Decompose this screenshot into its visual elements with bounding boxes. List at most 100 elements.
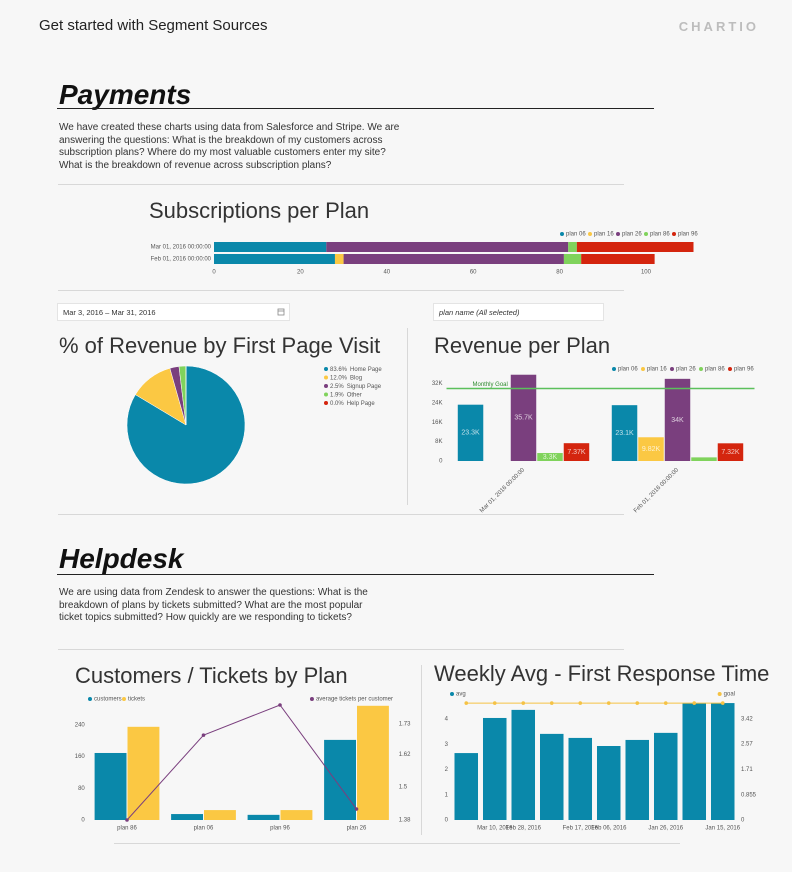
line-point: [464, 701, 469, 705]
plan-filter[interactable]: plan name (All selected): [433, 303, 604, 321]
legend-label: plan 16: [594, 232, 614, 238]
y-tick-label: 8K: [435, 439, 442, 445]
legend-label: customers: [94, 697, 122, 703]
bar: [568, 737, 593, 820]
line-point: [606, 701, 611, 705]
y-tick-label: 0: [445, 818, 449, 824]
legend-swatch: [616, 232, 620, 236]
y2-tick-label: 1.71: [741, 767, 753, 773]
legend-label: 2.5% Signup Page: [330, 384, 382, 390]
section-description: We are using data from Zendesk to answer…: [59, 587, 368, 623]
legend-label: 0.0% Help Page: [330, 401, 375, 407]
line-point: [635, 701, 640, 705]
y2-tick-label: 1.73: [399, 722, 411, 728]
legend-value: 1.9%: [330, 392, 344, 398]
legend-swatch: [450, 692, 454, 696]
date-range: Mar 3, 2016 – Mar 31, 2016: [63, 308, 156, 317]
bar: [563, 443, 590, 461]
x-tick-label: 20: [297, 270, 304, 276]
logo: CHARTIO: [678, 19, 759, 34]
bar: [710, 703, 735, 820]
bar-segment: [581, 254, 655, 264]
line-point: [125, 818, 129, 822]
bar: [664, 378, 691, 461]
y2-tick-label: 1.38: [399, 818, 411, 824]
legend-category: Home Page: [350, 367, 382, 373]
bar: [638, 437, 664, 461]
legend-swatch: [644, 232, 648, 236]
x-tick-label: Feb 01, 2016 00:00:00: [633, 467, 680, 514]
calendar-icon: [277, 308, 285, 316]
data-label: 34K: [671, 417, 684, 424]
x-tick-label: Mar 10, 2016: [477, 826, 513, 832]
bar-segment: [563, 254, 582, 264]
legend-value: 83.6%: [330, 367, 348, 373]
bar-segment: [576, 242, 694, 252]
x-tick-label: Mar 01, 2016 00:00:00: [479, 467, 526, 514]
data-label: 9.82K: [642, 446, 661, 453]
legend-label: 83.6% Home Page: [330, 367, 382, 373]
y-tick-label: 3: [445, 742, 449, 748]
x-tick-label: Jan 15, 2016: [705, 826, 740, 832]
legend-label: plan 86: [650, 232, 670, 238]
y2-tick-label: 1.62: [399, 752, 411, 758]
legend-label: goal: [724, 692, 735, 698]
bar-segment: [334, 254, 344, 264]
legend-label: plan 06: [618, 367, 638, 373]
bar: [511, 709, 536, 820]
legend-swatch: [88, 697, 92, 701]
legend-value: 2.5%: [330, 384, 344, 390]
y2-tick-label: 0: [741, 818, 745, 824]
legend-label: 1.9% Other: [330, 392, 362, 398]
y-tick-label: 32K: [432, 381, 443, 387]
y-tick-label: 80: [78, 786, 85, 792]
chart-title: Subscriptions per Plan: [149, 198, 369, 223]
legend-label: plan 96: [734, 367, 754, 373]
x-tick-label: Jan 26, 2016: [648, 826, 683, 832]
legend-swatch: [728, 367, 732, 371]
y-tick-label: Mar 01, 2016 00:00:00: [151, 245, 212, 251]
line-point: [692, 701, 697, 705]
bar: [454, 753, 479, 820]
bar: [247, 814, 280, 820]
y-tick-label: 0: [81, 818, 85, 824]
legend-label: plan 86: [705, 367, 725, 373]
x-tick-label: plan 86: [117, 826, 137, 832]
date-range-picker[interactable]: Mar 3, 2016 – Mar 31, 2016: [57, 303, 290, 321]
plan-filter-text: plan name (All selected): [439, 308, 520, 317]
y-tick-label: 16K: [432, 420, 443, 426]
legend-swatch: [699, 367, 703, 371]
legend-label: average tickets per customer: [316, 697, 393, 703]
legend-label: tickets: [128, 697, 145, 703]
x-tick-label: Feb 06, 2016: [591, 826, 627, 832]
y2-tick-label: 1.5: [399, 785, 408, 791]
bar: [537, 453, 563, 461]
legend-swatch: [612, 367, 616, 371]
legend-label: plan 96: [678, 232, 698, 238]
pie-slice: [126, 365, 246, 485]
line-point: [521, 701, 526, 705]
chart-title: % of Revenue by First Page Visit: [59, 333, 380, 358]
bar-segment: [214, 254, 335, 264]
bar-segment: [568, 242, 577, 252]
y-tick-label: 24K: [432, 401, 443, 407]
line-point: [720, 701, 725, 705]
bar: [717, 443, 744, 461]
page-title: Get started with Segment Sources: [39, 17, 268, 34]
chart-title: Customers / Tickets by Plan: [75, 663, 348, 688]
legend-swatch: [672, 232, 676, 236]
x-tick-label: 80: [556, 270, 563, 276]
bar: [691, 457, 717, 461]
bar: [611, 405, 638, 461]
bar: [171, 814, 203, 820]
line-point: [549, 701, 554, 705]
y-tick-label: 2: [445, 767, 449, 773]
bar: [596, 746, 621, 820]
legend-swatch: [122, 697, 126, 701]
x-tick-label: 60: [470, 270, 477, 276]
y-tick-label: 240: [75, 722, 86, 728]
bar: [457, 404, 484, 461]
line-point: [663, 701, 668, 705]
line-point: [278, 703, 282, 707]
